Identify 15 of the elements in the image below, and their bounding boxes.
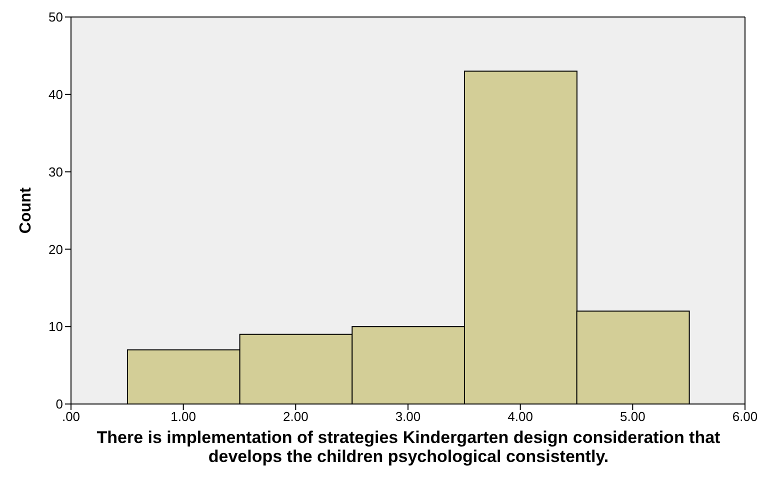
- x-tick-label: 5.00: [620, 409, 646, 424]
- x-tick-label: 2.00: [283, 409, 308, 424]
- y-tick-label: 0: [56, 396, 63, 412]
- y-tick-label: 40: [48, 87, 63, 102]
- y-tick-label: 20: [48, 242, 63, 257]
- x-axis-title: There is implementation of strategies Kindergarten design consideration that develops the children psychological consistently.: [96, 428, 722, 466]
- y-tick-label: 50: [48, 10, 63, 25]
- y-axis-title: Count: [18, 186, 35, 234]
- x-tick-label: 6.00: [732, 409, 758, 424]
- y-tick-label: 30: [48, 164, 63, 180]
- y-tick-label: 10: [48, 319, 63, 334]
- x-tick-label: .00: [62, 409, 80, 424]
- x-tick-label: 4.00: [508, 409, 533, 424]
- x-tick-label: 3.00: [395, 409, 421, 424]
- x-tick-label: 1.00: [170, 409, 196, 424]
